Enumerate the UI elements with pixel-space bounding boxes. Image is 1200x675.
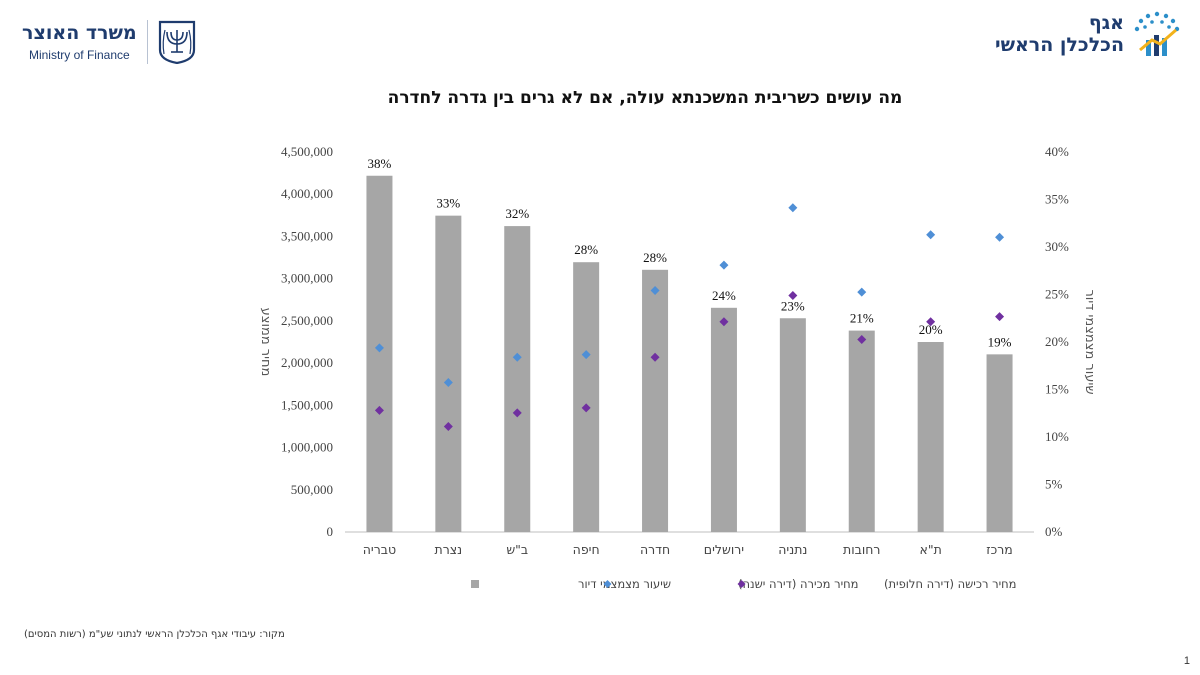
bar: [504, 226, 531, 532]
mof-english-name: Ministry of Finance: [28, 48, 130, 62]
sale-price-point: [788, 203, 798, 213]
y-left-tick-label: 2,500,000: [281, 313, 333, 328]
legend: שיעור מצמצמי דיור מחיר מכירה (דירה ישנה) מ…: [471, 577, 1016, 591]
x-category-label: טבריה: [363, 542, 396, 557]
mof-hebrew-name: משרד האוצר: [22, 22, 137, 44]
y-right-tick-label: 30%: [1045, 239, 1069, 254]
bar-data-label: 38%: [368, 156, 392, 171]
purchase-price-point: [374, 405, 384, 415]
bar-data-label: 20%: [919, 322, 943, 337]
purchase-price-point: [443, 421, 453, 431]
y-right-tick-label: 0%: [1045, 524, 1063, 539]
legend-swatch-diamond: [737, 580, 746, 588]
bar-data-label: 21%: [850, 311, 874, 326]
purchase-price-point: [719, 317, 729, 327]
sale-price-point: [926, 230, 936, 240]
x-category-label: חדרה: [640, 542, 670, 557]
legend-swatch-diamond: [603, 580, 612, 588]
sale-price-point: [443, 378, 453, 388]
chart-title: מה עושים כשריבית המשכנתא עולה, אם לא גרי…: [387, 88, 903, 108]
x-category-label: חיפה: [573, 542, 600, 557]
legend-swatch-bar: [471, 580, 480, 588]
x-category-label: מרכז: [986, 542, 1012, 557]
sale-price-point: [374, 343, 384, 353]
bar: [710, 307, 737, 532]
y-left-tick-label: 3,500,000: [281, 228, 333, 243]
ce-line-1: אגף: [1088, 12, 1124, 35]
y-right-tick-label: 25%: [1045, 287, 1069, 302]
purchase-price-point: [650, 352, 660, 362]
purchase-price-point: [926, 317, 936, 327]
y-right-tick-label: 15%: [1045, 382, 1069, 397]
bar: [573, 262, 600, 532]
x-category-label: נצרת: [434, 542, 462, 557]
bar-data-label: 19%: [988, 334, 1012, 349]
sale-price-point: [719, 260, 729, 270]
y-left-tick-label: 1,500,000: [281, 397, 333, 412]
x-category-label: ת"א: [919, 542, 941, 557]
bar: [779, 318, 806, 532]
bar-data-label: 33%: [436, 196, 460, 211]
y-left-tick-label: 4,500,000: [281, 144, 333, 159]
y-left-tick-label: 4,000,000: [281, 186, 333, 201]
purchase-price-point: [581, 403, 591, 413]
ministry-of-finance-logo: משרד האוצר Ministry of Finance: [22, 14, 196, 70]
y-right-axis-title: שיעור מצמצמי דיור: [1082, 289, 1097, 394]
chief-economist-emblem-icon: [1134, 11, 1180, 56]
sale-price-point: [995, 232, 1005, 242]
bar-data-label: 28%: [643, 250, 667, 265]
sale-price-point: [857, 287, 867, 297]
bar-data-label: 32%: [505, 206, 529, 221]
bar-data-label: 24%: [712, 288, 736, 303]
purchase-price-point: [788, 291, 798, 301]
bar: [642, 269, 669, 532]
legend-item: מחיר מכירה (דירה ישנה): [603, 577, 859, 591]
state-emblem-icon: [158, 20, 195, 64]
bar: [986, 354, 1013, 532]
y-right-tick-label: 35%: [1045, 192, 1069, 207]
purchase-price-point: [512, 408, 522, 418]
legend-label: מחיר רכישה (דירה חלופית): [884, 577, 1016, 591]
page-number: 1: [1183, 655, 1190, 667]
y-left-tick-label: 2,000,000: [281, 355, 333, 370]
y-right-tick-label: 20%: [1045, 334, 1069, 349]
mof-logo-text: משרד האוצר Ministry of Finance: [22, 22, 137, 62]
y-left-axis-title: מחיר ממוצע: [258, 308, 273, 377]
source-note: מקור: עיבודי אגף הכלכלן הראשי לנתוני שע"…: [24, 629, 285, 640]
legend-label: שיעור מצמצמי דיור: [578, 577, 671, 591]
legend-label: מחיר מכירה (דירה ישנה): [738, 577, 859, 591]
y-left-tick-label: 3,000,000: [281, 271, 333, 286]
purchase-price-point: [857, 334, 867, 344]
bar: [848, 330, 875, 532]
bar-data-label: 28%: [574, 242, 598, 257]
x-category-label: נתניה: [778, 542, 807, 557]
y-right-tick-label: 10%: [1045, 429, 1069, 444]
y-left-tick-label: 0: [327, 524, 334, 539]
ce-line-2: הכלכלן הראשי: [994, 34, 1124, 56]
sale-price-point: [512, 352, 522, 362]
logo-divider: [146, 20, 148, 64]
legend-item: שיעור מצמצמי דיור: [471, 577, 671, 591]
y-left-tick-label: 1,000,000: [281, 440, 333, 455]
chief-economist-text: אגף הכלכלן הראשי: [994, 12, 1124, 57]
bar-data-label: 23%: [781, 298, 805, 313]
bar: [366, 175, 393, 532]
legend-item: מחיר רכישה (דירה חלופית): [737, 577, 1016, 591]
purchase-price-point: [995, 312, 1005, 322]
x-category-label: ב"ש: [506, 542, 528, 557]
bar: [917, 342, 944, 532]
y-right-tick-label: 40%: [1045, 144, 1069, 159]
x-category-label: ירושלים: [704, 542, 744, 557]
chief-economist-logo: אגף הכלכלן הראשי: [995, 10, 1182, 60]
scatter-series: [374, 203, 1005, 431]
x-category-label: רחובות: [843, 542, 880, 557]
bars-series: 38% 33% 32% 28% 28% 24% 23% 21% 20% 19%: [366, 156, 1013, 532]
sale-price-point: [581, 350, 591, 360]
sale-price-point: [650, 285, 660, 295]
y-right-tick-label: 5%: [1045, 477, 1063, 492]
bar: [435, 215, 462, 532]
y-left-tick-label: 500,000: [291, 482, 333, 497]
